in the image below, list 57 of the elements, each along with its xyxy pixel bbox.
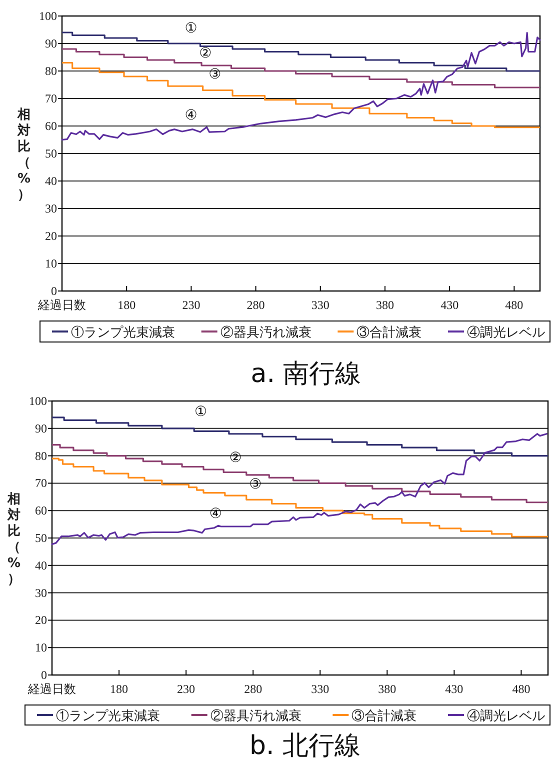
y-tick-label: 30 xyxy=(35,586,47,600)
x-tick-label: 280 xyxy=(244,682,262,696)
y-tick-label: 50 xyxy=(35,531,47,545)
y-tick-label: 0 xyxy=(41,668,47,682)
line-series xyxy=(51,433,548,546)
x-tick-label: 180 xyxy=(118,298,136,312)
y-tick-label: 10 xyxy=(45,256,57,270)
annotation: ② xyxy=(199,46,212,62)
legend-label: ④調光レベル xyxy=(467,708,545,723)
x-tick-label: 280 xyxy=(246,298,265,312)
y-axis-title: 相対比（%） xyxy=(6,492,21,587)
y-tick-label: 80 xyxy=(35,448,47,463)
y-tick-label: 80 xyxy=(45,64,57,78)
x-tick-label: 180 xyxy=(110,682,128,696)
x-axis-title: 経過日数 xyxy=(37,298,86,312)
legend-label: ③合計減衰 xyxy=(356,324,422,340)
x-tick-label: 480 xyxy=(512,682,530,696)
x-tick-label: 380 xyxy=(378,682,396,696)
x-tick-label: 380 xyxy=(376,298,394,312)
legend-label: ④調光レベル xyxy=(467,324,545,340)
text: a. 南行線 xyxy=(250,359,362,389)
y-tick-label: 10 xyxy=(35,640,47,655)
x-tick-label: 230 xyxy=(177,682,196,696)
y-axis-title: 相対比（%） xyxy=(16,108,31,202)
y-tick-label: 20 xyxy=(35,613,47,628)
x-tick-label: 230 xyxy=(182,298,200,312)
x-tick-label: 480 xyxy=(505,298,524,312)
y-tick-label: 20 xyxy=(45,229,57,243)
y-tick-label: 100 xyxy=(39,9,57,23)
y-tick-label: 90 xyxy=(45,36,57,50)
y-tick-label: 60 xyxy=(35,504,47,518)
line-series xyxy=(61,32,541,141)
legend-label: ②器具汚れ減衰 xyxy=(210,708,302,723)
text: b. 北行線 xyxy=(249,731,361,758)
legend-label: ②器具汚れ減衰 xyxy=(220,324,312,340)
x-axis-title: 経過日数 xyxy=(27,682,76,696)
annotation: ④ xyxy=(184,108,198,124)
y-tick-label: 0 xyxy=(51,284,57,298)
y-tick-label: 100 xyxy=(29,394,47,408)
y-tick-label: 70 xyxy=(35,476,47,490)
y-tick-label: 60 xyxy=(45,119,57,133)
y-tick-label: 70 xyxy=(45,92,57,106)
x-tick-label: 330 xyxy=(311,298,330,312)
annotation: ① xyxy=(184,20,198,36)
annotation: ④ xyxy=(209,506,222,522)
y-tick-label: 90 xyxy=(35,421,47,436)
legend-label: ③合計減衰 xyxy=(352,708,417,723)
x-tick-label: 430 xyxy=(445,682,464,696)
legend-label: ①ランプ光束減衰 xyxy=(56,708,160,723)
legend-label: ①ランプ光束減衰 xyxy=(71,324,175,340)
x-tick-label: 430 xyxy=(440,298,459,312)
y-tick-label: 40 xyxy=(35,558,47,572)
x-tick-label: 330 xyxy=(311,682,330,696)
y-tick-label: 50 xyxy=(45,146,57,160)
y-tick-label: 40 xyxy=(45,174,57,188)
annotation: ① xyxy=(194,404,208,420)
y-tick-label: 30 xyxy=(45,202,57,216)
